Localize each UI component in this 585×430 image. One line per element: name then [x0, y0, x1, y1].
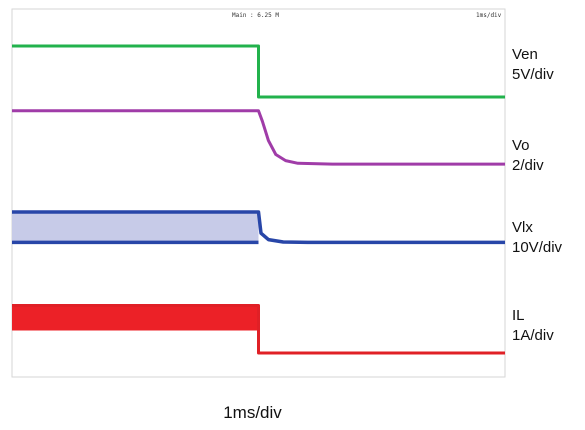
traces [12, 44, 505, 355]
legend-vo-name: Vo [512, 137, 530, 154]
vlx-switching-band [12, 212, 259, 243]
legend-ven-scale: 5V/div [512, 66, 554, 83]
legend-vlx-scale: 10V/div [512, 239, 563, 256]
legend-ven-name: Ven [512, 46, 538, 63]
il-switching-band [12, 305, 259, 331]
vlx-trace [12, 210, 505, 245]
legend-il-name: IL [512, 307, 525, 324]
x-axis-label: 1ms/div [223, 403, 282, 422]
il-trace [12, 304, 505, 355]
vo-trace [12, 109, 505, 166]
ven-trace [12, 44, 505, 99]
legend-ven: Ven 5V/div [512, 45, 554, 85]
header-right: 1ms/div [476, 12, 502, 19]
legend-il-scale: 1A/div [512, 327, 554, 344]
header-left: Main : 6.25 M [232, 12, 279, 19]
legend-vo: Vo 2/div [512, 136, 544, 176]
legend-il: IL 1A/div [512, 306, 554, 346]
legend-vlx: Vlx 10V/div [512, 218, 562, 258]
legend-vo-scale: 2/div [512, 157, 544, 174]
legend-vlx-name: Vlx [512, 219, 533, 236]
